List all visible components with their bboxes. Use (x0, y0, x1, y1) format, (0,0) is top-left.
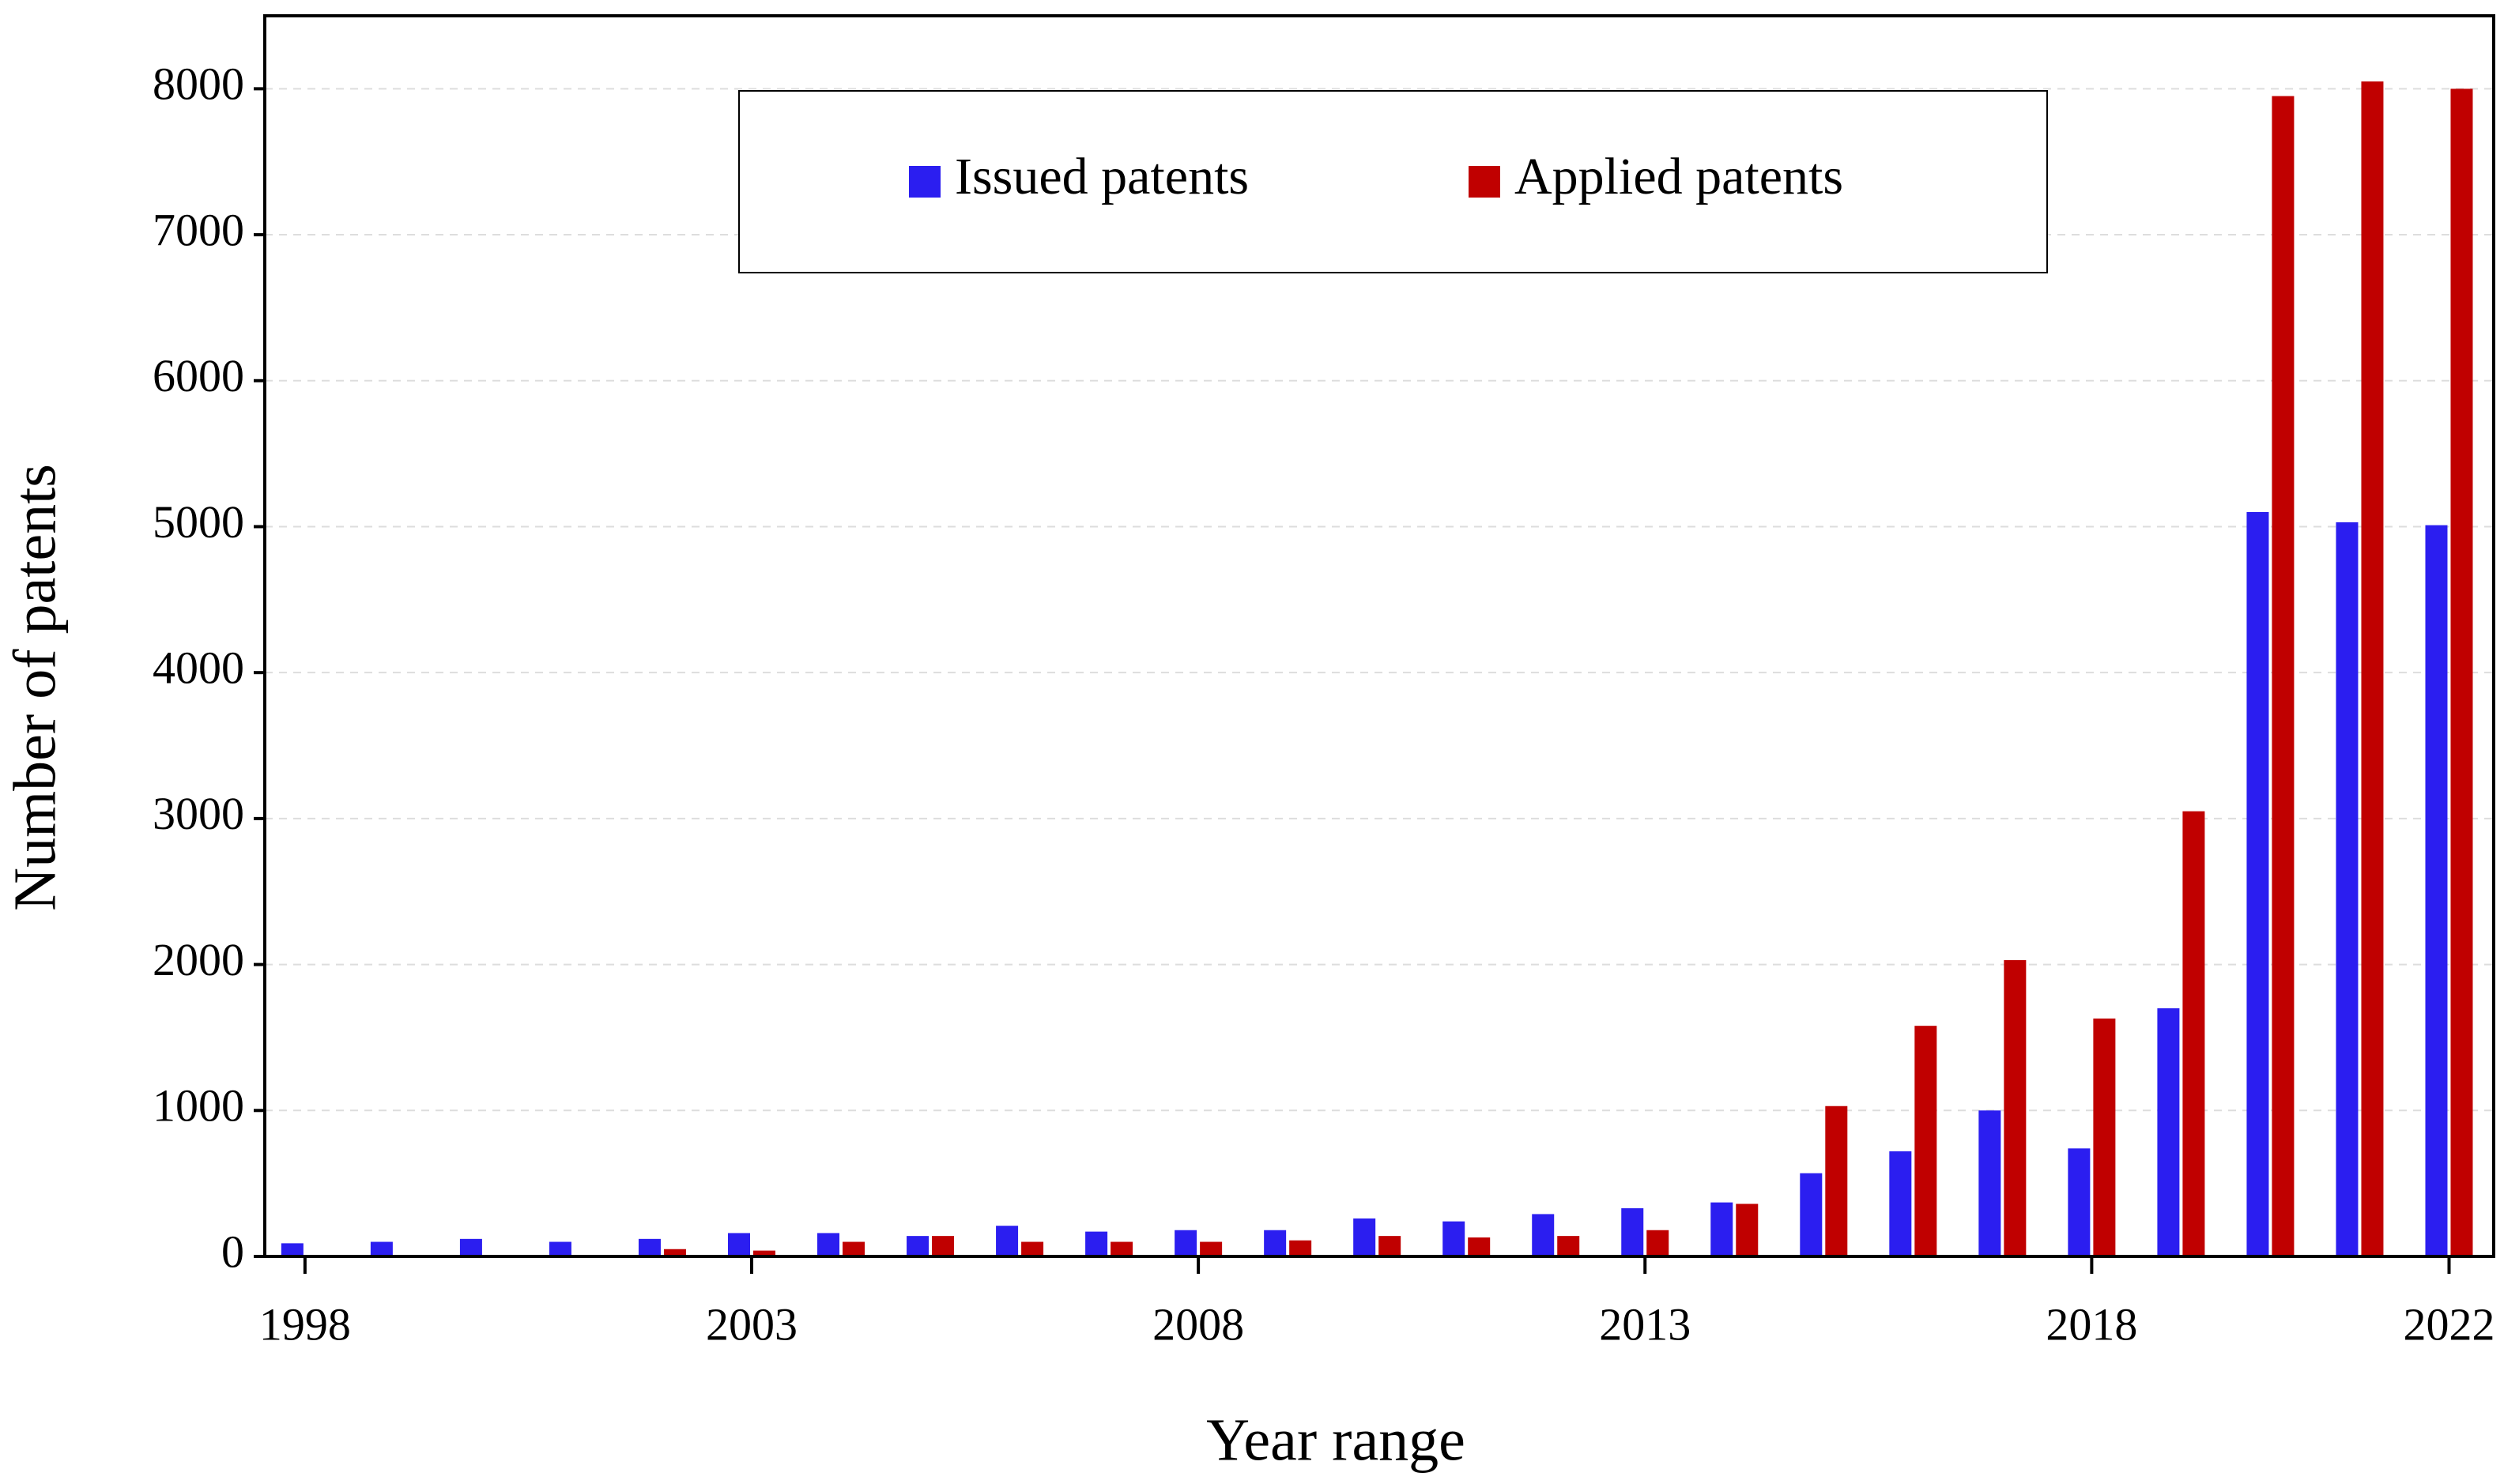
y-tick-label: 8000 (153, 58, 244, 110)
bar (459, 1238, 482, 1256)
bar (370, 1241, 393, 1256)
x-tick-label: 1998 (259, 1298, 351, 1350)
y-tick-label: 5000 (153, 496, 244, 548)
bar (1264, 1230, 1287, 1256)
y-tick-label: 7000 (153, 204, 244, 255)
bar (2361, 81, 2384, 1256)
bar (549, 1241, 571, 1256)
bar (1175, 1230, 1197, 1256)
bar (932, 1236, 955, 1256)
bar (2182, 811, 2205, 1256)
bar (1353, 1218, 1376, 1256)
bar (1442, 1221, 1465, 1256)
legend-label: Issued patents (955, 148, 1249, 205)
bar (1825, 1105, 1848, 1256)
bar (817, 1233, 840, 1256)
bar (2336, 522, 2359, 1256)
bar (2450, 89, 2473, 1257)
bar (1085, 1231, 1108, 1256)
bar (1557, 1236, 1580, 1256)
legend-label: Applied patents (1514, 148, 1843, 205)
legend-swatch (1469, 166, 1500, 198)
bar (1800, 1173, 1823, 1256)
bar (2093, 1018, 2116, 1256)
bar (1021, 1241, 1044, 1256)
bar (843, 1241, 865, 1256)
x-tick-label: 2018 (2046, 1298, 2137, 1350)
bar (1532, 1214, 1555, 1256)
legend-box (738, 90, 2048, 273)
bar (2425, 525, 2448, 1256)
bar (1289, 1240, 1312, 1256)
x-tick-label: 2008 (1152, 1298, 1244, 1350)
bar (638, 1238, 661, 1256)
x-tick-label: 2022 (2403, 1298, 2494, 1350)
bar (2004, 960, 2027, 1256)
bar (1978, 1110, 2001, 1256)
bar (2272, 96, 2295, 1256)
bar (996, 1226, 1019, 1256)
bar (1736, 1203, 1759, 1256)
x-axis-label: Year range (1206, 1407, 1465, 1473)
plot-frame (263, 14, 2495, 1258)
bar (907, 1236, 930, 1256)
bar (1889, 1151, 1912, 1256)
bar (2246, 512, 2269, 1256)
y-tick-label: 2000 (153, 934, 244, 985)
y-tick-label: 6000 (153, 350, 244, 401)
bar (2068, 1148, 2091, 1256)
bar (2157, 1008, 2180, 1256)
y-tick-label: 1000 (153, 1080, 244, 1132)
bar (1646, 1230, 1669, 1256)
bar (663, 1249, 686, 1256)
bar (1914, 1026, 1937, 1256)
legend-swatch (909, 166, 941, 198)
bar (281, 1243, 304, 1256)
bar (1621, 1208, 1644, 1256)
y-tick-label: 3000 (153, 788, 244, 839)
bar (727, 1233, 750, 1256)
bar (1200, 1241, 1223, 1256)
y-tick-label: 0 (221, 1226, 244, 1277)
y-axis-label: Number of patents (2, 464, 68, 911)
x-tick-label: 2003 (706, 1298, 798, 1350)
bar (1710, 1202, 1733, 1256)
y-tick-label: 4000 (153, 642, 244, 693)
x-tick-label: 2013 (1599, 1298, 1691, 1350)
bar (752, 1250, 775, 1256)
bar (1468, 1237, 1491, 1256)
bar (1378, 1236, 1401, 1256)
bar (1111, 1241, 1133, 1256)
